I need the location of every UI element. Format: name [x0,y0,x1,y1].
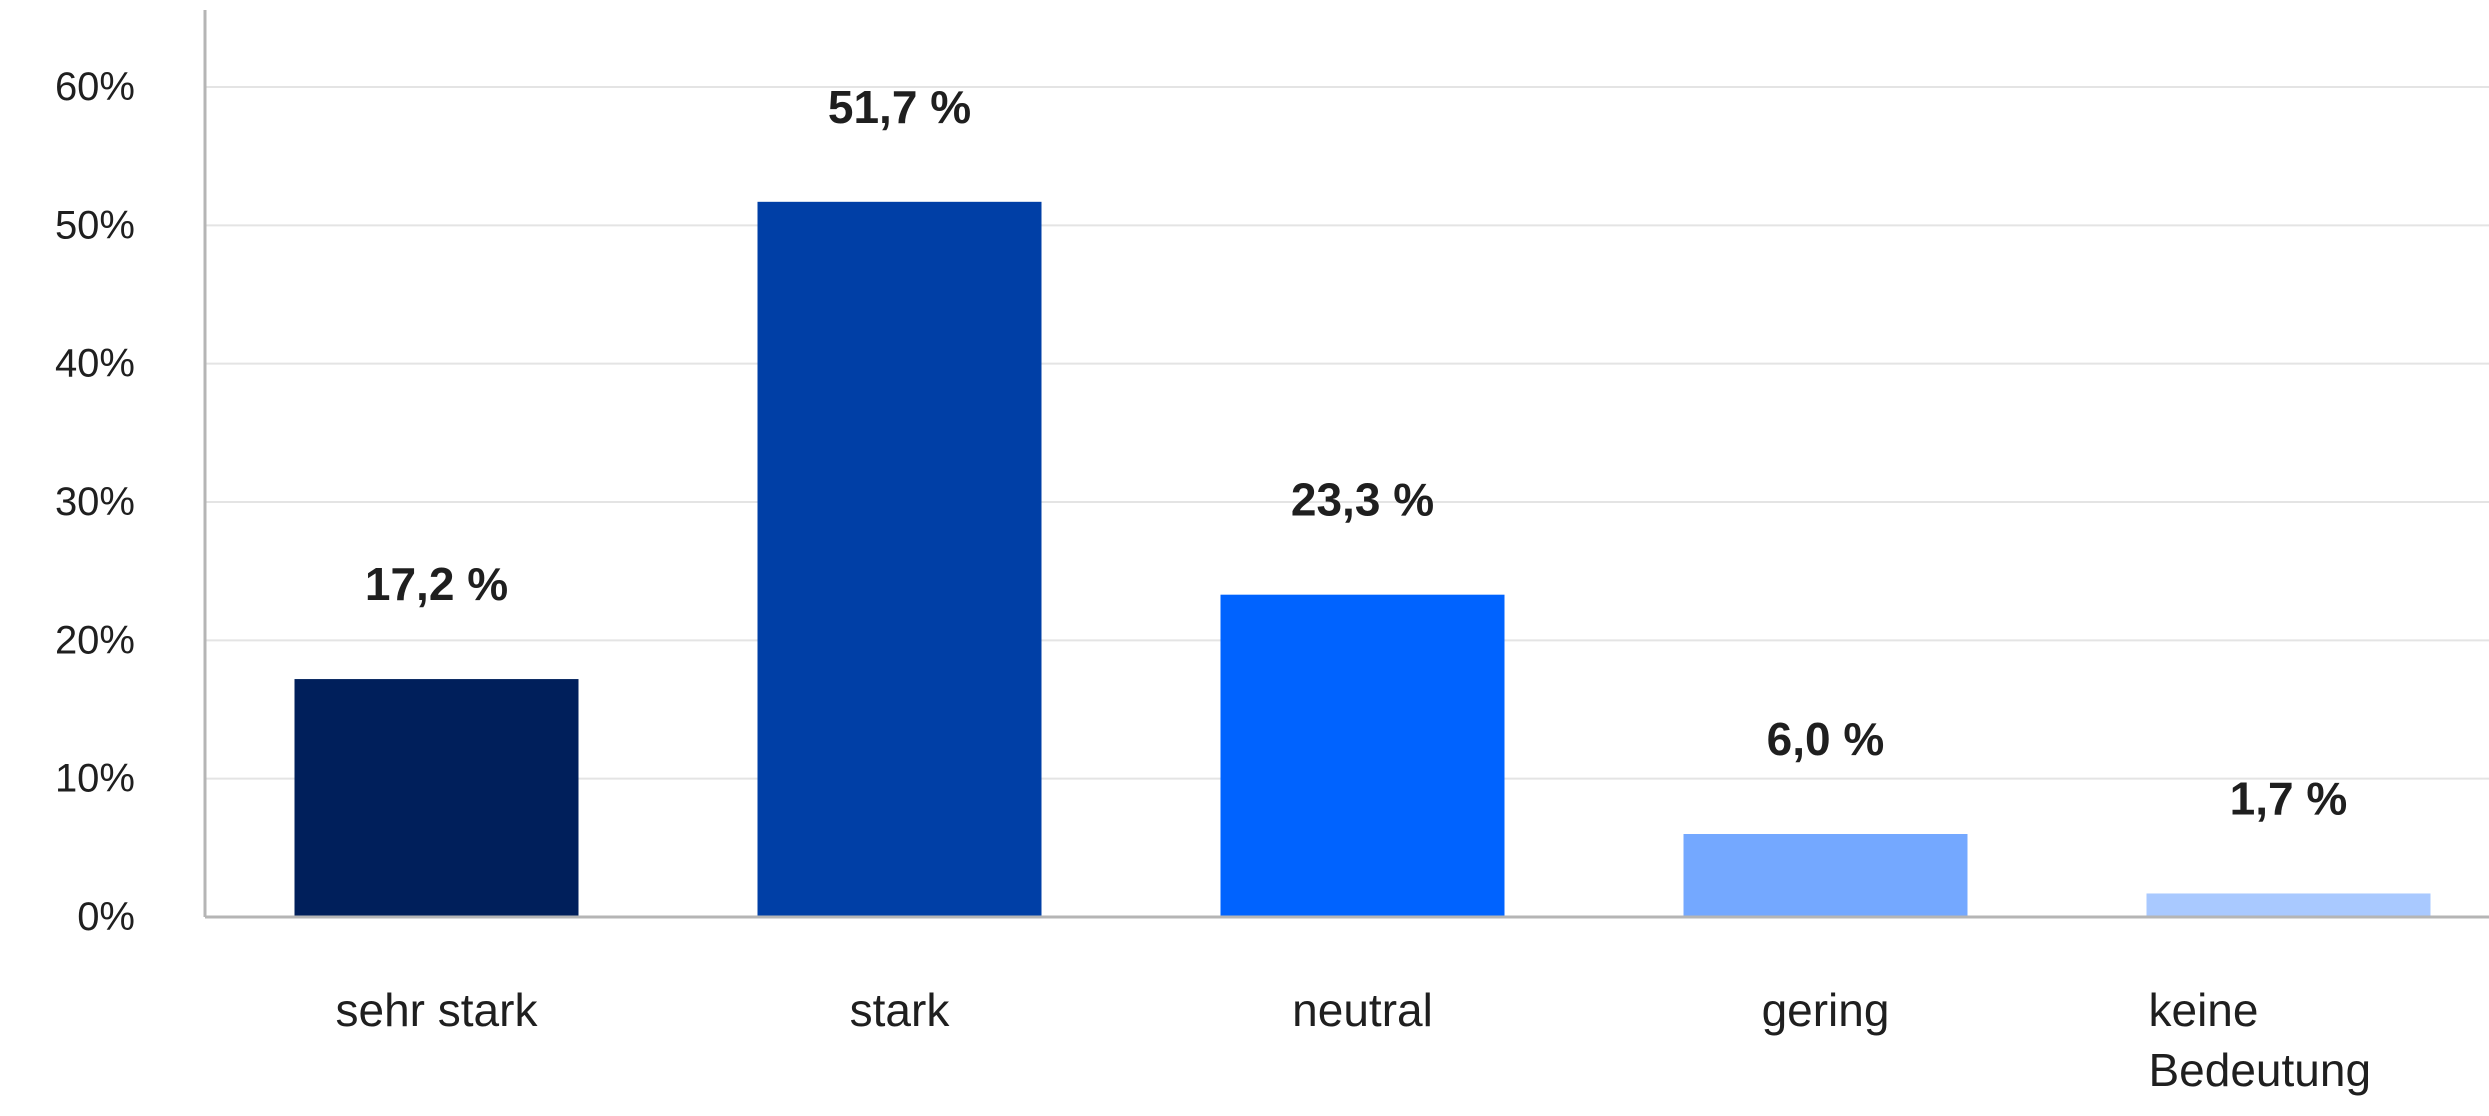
category-label: stark [850,984,951,1036]
y-tick-label: 50% [55,203,135,247]
y-tick-label: 60% [55,65,135,109]
y-tick-label: 30% [55,480,135,524]
grid-lines [205,86,2489,780]
y-tick-label: 10% [55,757,135,801]
bar [2146,893,2431,917]
bar-value-label: 51,7 % [828,81,971,133]
bar-value-label: 6,0 % [1767,713,1885,765]
bar-value-label: 17,2 % [365,558,508,610]
category-label: keine Bedeutung [2149,984,2372,1096]
category-labels: sehr stark stark neutral gering keine Bedeutu… [336,984,2372,1096]
category-label: sehr stark [336,984,539,1036]
bar-value-label: 1,7 % [2230,772,2348,824]
category-label: gering [1762,984,1890,1036]
y-tick-label: 20% [55,618,135,662]
bar [1220,594,1505,917]
bar [294,679,579,917]
category-label: neutral [1292,984,1433,1036]
bars [294,201,2431,918]
y-tick-label: 0% [77,895,135,939]
bar-value-label: 23,3 % [1291,474,1434,526]
bar [757,201,1042,918]
axes [203,10,2489,919]
y-tick-label: 40% [55,342,135,386]
bar [1683,834,1968,917]
value-labels: 17,2 % 51,7 % 23,3 % 6,0 % 1,7 % [365,81,2347,825]
y-axis-ticks: 0% 10% 20% 30% 40% 50% 60% [55,65,135,939]
